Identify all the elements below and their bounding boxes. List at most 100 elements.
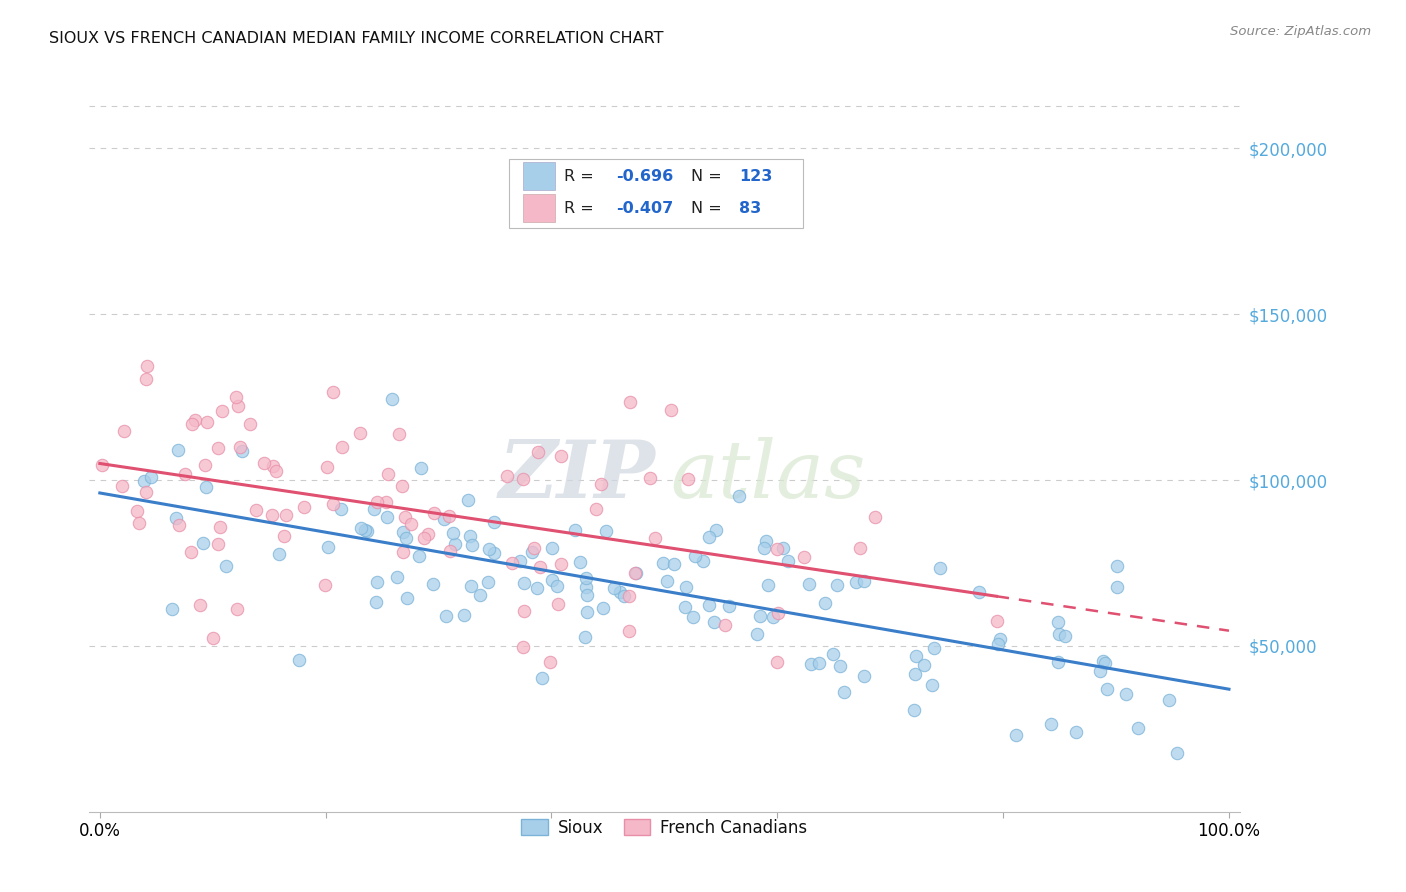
Point <box>863 510 886 524</box>
Point <box>385 570 408 584</box>
Point <box>132 475 155 489</box>
Point <box>624 566 647 581</box>
Point <box>676 472 699 486</box>
Point <box>793 550 815 565</box>
Point <box>375 494 398 508</box>
Text: ZIP: ZIP <box>498 437 655 515</box>
Point <box>184 413 207 427</box>
Point <box>443 537 465 551</box>
Point <box>1092 654 1115 668</box>
Point <box>752 541 775 555</box>
Point <box>727 489 749 503</box>
Point <box>530 671 553 685</box>
Point <box>401 516 423 531</box>
Point <box>540 573 562 587</box>
Bar <box>523 194 555 222</box>
Point <box>165 511 187 525</box>
Text: -0.696: -0.696 <box>616 169 673 184</box>
Point <box>541 541 564 556</box>
Point <box>1126 721 1149 735</box>
Text: SIOUX VS FRENCH CANADIAN MEDIAN FAMILY INCOME CORRELATION CHART: SIOUX VS FRENCH CANADIAN MEDIAN FAMILY I… <box>49 31 664 46</box>
Text: 123: 123 <box>740 169 773 184</box>
Point <box>461 538 484 552</box>
Point <box>395 591 418 606</box>
Point <box>904 666 927 681</box>
Point <box>828 659 851 673</box>
Point <box>1157 693 1180 707</box>
Point <box>550 557 572 571</box>
Point <box>245 502 267 516</box>
Point <box>550 449 572 463</box>
Point <box>262 458 284 473</box>
Point <box>377 510 399 524</box>
Point <box>756 577 779 591</box>
Point <box>1004 728 1026 742</box>
Text: R =: R = <box>564 169 599 184</box>
Point <box>135 359 157 374</box>
Point <box>538 655 561 669</box>
Point <box>207 536 229 550</box>
Point <box>755 533 778 548</box>
Point <box>180 544 202 558</box>
Point <box>766 541 789 556</box>
Point <box>433 512 456 526</box>
Point <box>682 610 704 624</box>
Point <box>211 403 233 417</box>
Point <box>569 556 592 570</box>
Point <box>832 685 855 699</box>
Point <box>513 575 536 590</box>
Point <box>987 637 1010 651</box>
Point <box>619 395 641 409</box>
Point <box>921 678 943 692</box>
Point <box>418 526 440 541</box>
Point <box>112 425 135 439</box>
Text: 83: 83 <box>740 201 762 216</box>
Point <box>139 469 162 483</box>
Legend: Sioux, French Canadians: Sioux, French Canadians <box>515 813 814 844</box>
Point <box>408 549 430 564</box>
Point <box>603 581 626 595</box>
Point <box>718 599 741 614</box>
Point <box>609 585 631 599</box>
Point <box>664 557 686 571</box>
Point <box>988 632 1011 646</box>
Point <box>967 584 990 599</box>
Point <box>366 574 388 589</box>
Point <box>692 554 714 568</box>
Point <box>434 609 457 624</box>
Point <box>292 500 315 515</box>
Point <box>128 516 150 530</box>
Point <box>1105 559 1128 574</box>
Point <box>195 415 218 429</box>
Point <box>391 545 413 559</box>
Point <box>394 509 416 524</box>
Point <box>1064 724 1087 739</box>
Point <box>482 546 505 560</box>
Point <box>697 598 720 612</box>
Text: N =: N = <box>690 201 727 216</box>
Point <box>226 399 249 413</box>
Point <box>849 541 872 555</box>
Point <box>1046 615 1069 630</box>
Point <box>714 617 737 632</box>
Point <box>904 649 927 664</box>
Point <box>364 595 387 609</box>
Point <box>772 541 794 556</box>
Point <box>523 541 546 555</box>
Point <box>288 653 311 667</box>
Point <box>845 575 868 590</box>
Point <box>135 484 157 499</box>
Point <box>162 601 184 615</box>
Point <box>1053 629 1076 643</box>
Point <box>188 599 211 613</box>
Point <box>1047 655 1070 669</box>
Point <box>529 560 551 574</box>
Point <box>330 440 353 454</box>
Point <box>231 444 253 458</box>
Point <box>575 580 598 594</box>
Point <box>274 508 297 522</box>
Point <box>512 472 534 486</box>
Point <box>1047 626 1070 640</box>
Point <box>575 606 598 620</box>
Point <box>526 581 548 595</box>
